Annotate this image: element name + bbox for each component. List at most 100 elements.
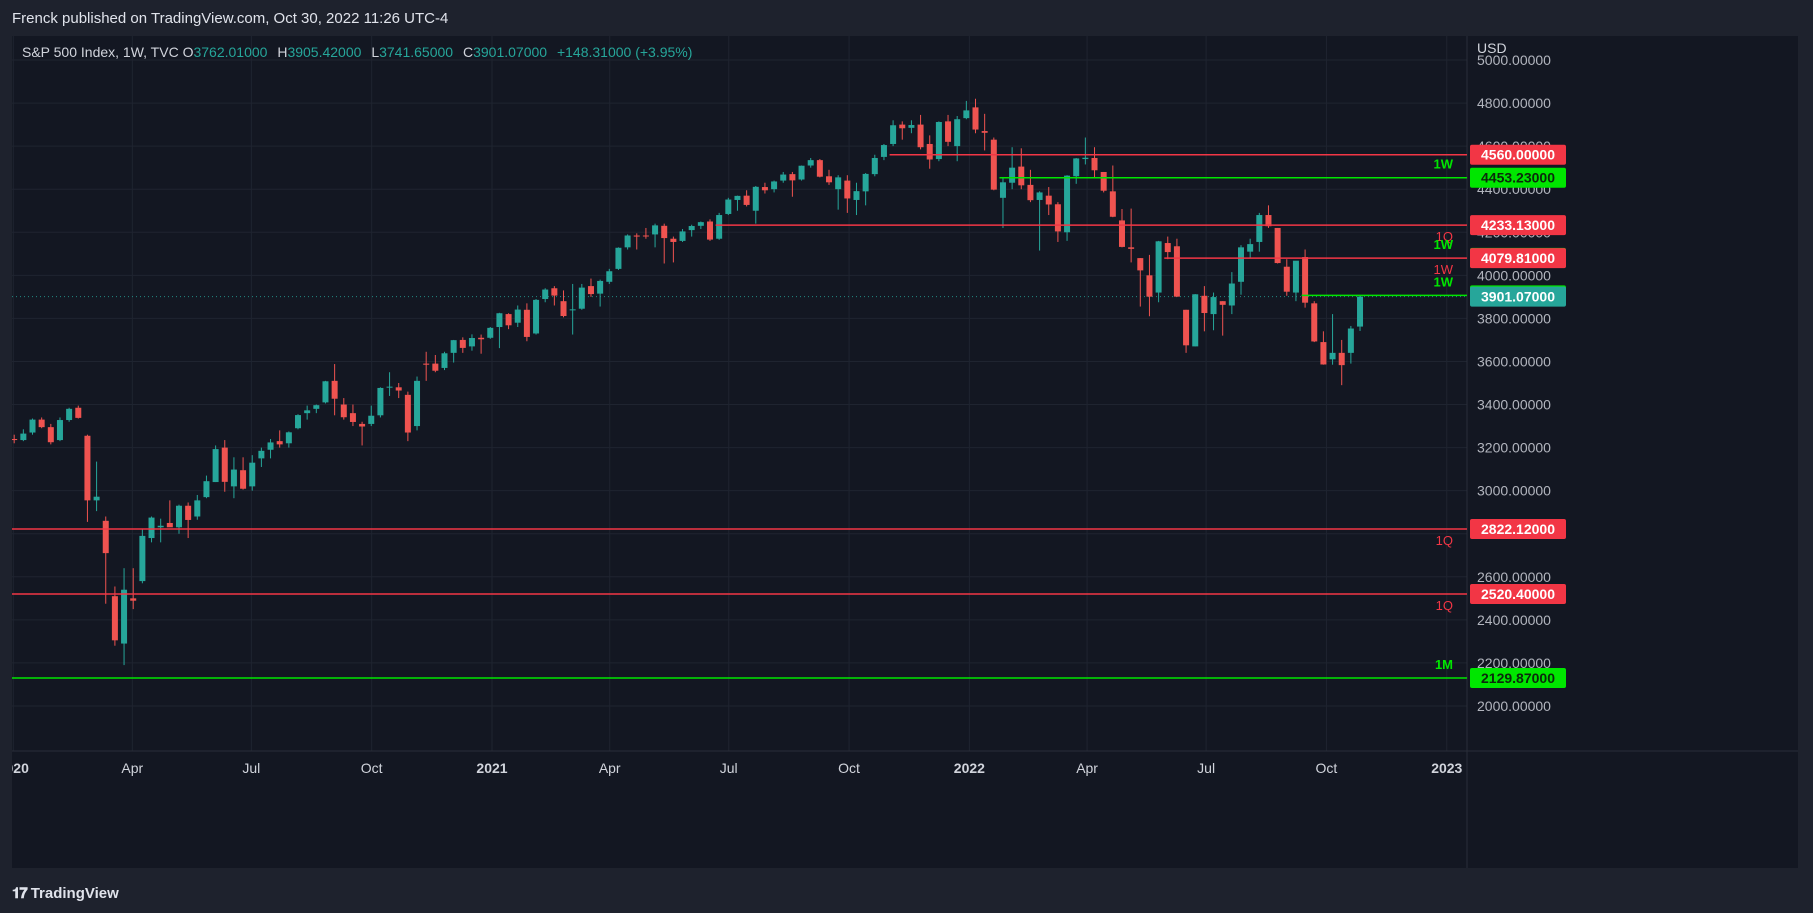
candle-body	[12, 438, 18, 441]
y-tick-label: 3400.00000	[1477, 397, 1551, 413]
candle-body	[624, 235, 631, 248]
candle-body	[432, 363, 439, 371]
tradingview-logo[interactable]: 𝟏𝟕 TradingView	[12, 885, 119, 902]
level-price-label: 2129.87000	[1481, 670, 1555, 686]
candle-body	[954, 119, 961, 147]
candle-body	[487, 327, 494, 338]
candle-body	[542, 289, 549, 300]
candle-body	[899, 124, 906, 129]
candle-body	[1302, 257, 1309, 303]
candle-body	[285, 432, 292, 444]
candle-body	[359, 423, 366, 427]
candle-body	[880, 145, 887, 157]
candle-body	[716, 215, 723, 239]
candle-body	[688, 226, 695, 231]
candle-body	[697, 222, 704, 226]
candle-body	[999, 182, 1006, 198]
y-tick-label: 2000.00000	[1477, 698, 1551, 714]
candle-body	[853, 191, 860, 200]
level-price-label: 2520.40000	[1481, 586, 1555, 602]
candle-body	[917, 124, 924, 148]
candle-body	[752, 186, 759, 211]
level-price-tag	[1470, 583, 1566, 604]
candle-body	[340, 404, 347, 418]
candle-body	[1357, 296, 1364, 327]
candle-body	[414, 380, 421, 427]
candle-body	[212, 449, 219, 483]
candle-body	[368, 415, 375, 424]
candle-body	[258, 450, 265, 459]
candle-body	[20, 433, 27, 441]
candle-body	[1247, 244, 1254, 252]
candle-body	[249, 462, 256, 487]
candle-body	[496, 313, 503, 328]
candle-body	[468, 337, 475, 347]
close-label: C	[462, 44, 474, 60]
candle-body	[295, 415, 302, 429]
candle-body	[1091, 157, 1098, 171]
symbol-label[interactable]: S&P 500 Index, 1W, TVC	[22, 44, 179, 60]
brand-label: TradingView	[30, 884, 119, 902]
candle-body	[597, 280, 604, 294]
candle-body	[93, 496, 100, 501]
candle-body	[1118, 220, 1125, 247]
candle-body	[240, 470, 247, 489]
candle-body	[1238, 247, 1245, 282]
ohlc-legend: S&P 500 Index, 1W, TVC O3762.01000 H3905…	[22, 44, 698, 60]
level-price-tag	[1470, 668, 1566, 689]
level-timeframe-tag: 1W	[1434, 274, 1454, 289]
level-price-label: 4453.23000	[1481, 170, 1555, 186]
candle-body	[450, 340, 457, 353]
candle-body	[1228, 283, 1235, 306]
candle-body	[75, 407, 82, 418]
level-timeframe-tag: 1Q	[1436, 533, 1453, 548]
candle-body	[798, 165, 805, 180]
level-timeframe-tag: 1W	[1434, 157, 1454, 172]
high-value: 3905.42000	[287, 44, 362, 60]
price-chart[interactable]: 2000.00000 2200.00000 2400.00000 2600.00000…	[12, 36, 1798, 868]
x-tick-label: Oct	[838, 760, 860, 776]
candle-body	[1201, 295, 1208, 314]
candle-body	[304, 410, 311, 414]
x-tick-label: Jul	[242, 760, 260, 776]
candle-body	[139, 535, 146, 582]
candle-body	[47, 427, 54, 443]
candle-body	[166, 522, 173, 528]
candle-body	[313, 405, 320, 409]
candle-body	[1082, 157, 1089, 160]
candle-body	[185, 505, 192, 520]
level-timeframe-tag: 1Q	[1436, 598, 1453, 613]
x-tick-label: Apr	[1076, 760, 1098, 776]
candle-body	[148, 517, 155, 539]
candle-body	[1073, 158, 1080, 177]
y-tick-label: 3800.00000	[1477, 310, 1551, 326]
candle-body	[734, 195, 741, 200]
level-timeframe-tag: 1M	[1435, 657, 1453, 672]
candle-body	[386, 386, 393, 388]
candle-body	[130, 598, 137, 601]
candle-body	[276, 441, 283, 445]
level-price-tag	[1470, 215, 1566, 236]
candle-body	[441, 353, 448, 368]
candle-body	[1274, 227, 1281, 264]
candle-body	[404, 394, 411, 433]
x-tick-label: 2020	[12, 760, 29, 776]
candle-body	[642, 235, 649, 237]
candle-body	[826, 176, 833, 183]
candle-body	[1100, 171, 1107, 191]
candle-body	[706, 221, 713, 240]
candle-body	[1219, 301, 1226, 305]
candle-body	[761, 187, 768, 191]
candle-body	[981, 131, 988, 133]
level-price-label: 4079.81000	[1481, 250, 1555, 266]
candle-body	[157, 525, 164, 528]
candle-body	[1045, 195, 1052, 205]
candle-body	[926, 143, 933, 160]
candle-body	[725, 199, 732, 214]
currency-label: USD	[1477, 40, 1507, 56]
candle-body	[56, 420, 63, 441]
x-tick-label: 2023	[1431, 760, 1462, 776]
y-tick-label: 4800.00000	[1477, 95, 1551, 111]
candle-body	[38, 419, 45, 428]
candle-body	[377, 387, 384, 416]
